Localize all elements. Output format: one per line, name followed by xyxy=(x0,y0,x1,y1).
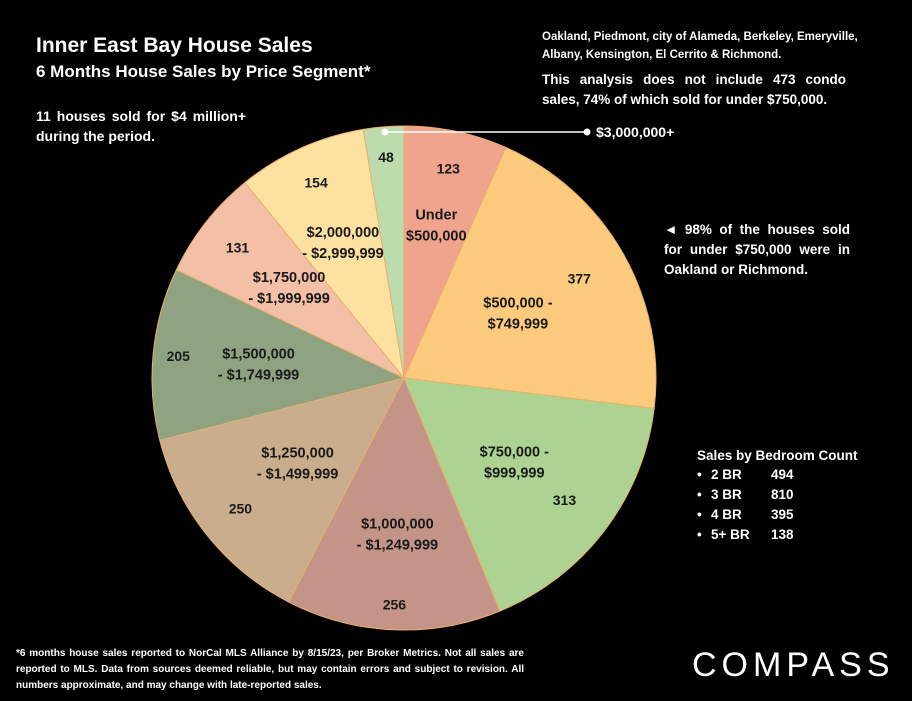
bedroom-value: 494 xyxy=(771,467,794,482)
bedroom-label: 2 BR xyxy=(711,467,742,482)
slice-category-label: $750,000 -$999,999 xyxy=(480,444,550,481)
slice-value-label: 313 xyxy=(553,492,577,508)
bedroom-label: 5+ BR xyxy=(711,527,750,542)
slice-category-label: $500,000 -$749,999 xyxy=(483,296,553,333)
bedroom-value: 138 xyxy=(771,527,794,542)
slice-category-label: $1,750,000- $1,999,999 xyxy=(248,270,329,307)
slice-value-label: 377 xyxy=(568,270,592,286)
bullet: • xyxy=(697,507,702,522)
condo-note: This analysis does not include 473 condo… xyxy=(542,72,846,107)
bedroom-value: 395 xyxy=(771,507,794,522)
pie-slice xyxy=(287,376,501,631)
slice-value-label: 205 xyxy=(167,348,191,364)
slice-value-label: 123 xyxy=(437,160,461,176)
callout-dot-end xyxy=(583,128,591,136)
slice-category-label: $1,500,000- $1,749,999 xyxy=(218,346,299,383)
bedroom-row: • 4 BR 395 xyxy=(697,505,858,525)
bedroom-label: 4 BR xyxy=(711,507,742,522)
luxury-sales-note: 11 houses sold for $4 million+ during th… xyxy=(36,108,246,144)
bedroom-heading: Sales by Bedroom Count xyxy=(697,448,858,463)
bedroom-count-box: Sales by Bedroom Count • 2 BR 494 • 3 BR… xyxy=(697,448,858,545)
bullet: • xyxy=(697,467,702,482)
pie-slice xyxy=(403,146,657,409)
footnote: *6 months house sales reported to NorCal… xyxy=(16,648,524,691)
slice-category-label: $1,250,000- $1,499,999 xyxy=(257,445,338,482)
callout-label: $3,000,000+ xyxy=(596,124,674,140)
pie-slice xyxy=(175,181,405,379)
slice-value-label: 256 xyxy=(383,597,407,613)
slice-value-label: 48 xyxy=(378,149,394,165)
bedroom-row: • 2 BR 494 xyxy=(697,465,858,485)
bedroom-row: • 5+ BR 138 xyxy=(697,525,858,545)
pie-slice xyxy=(244,128,405,380)
slice-value-label: 154 xyxy=(304,175,328,191)
chart-title: Inner East Bay House Sales xyxy=(36,34,313,57)
bedroom-label: 3 BR xyxy=(711,487,742,502)
pie-slice xyxy=(362,125,405,379)
bullet: • xyxy=(697,527,702,542)
slice-category-label: $1,000,000- $1,249,999 xyxy=(357,517,438,554)
bullet: • xyxy=(697,487,702,502)
compass-logo: COMPASS xyxy=(692,646,895,684)
slice-value-label: 131 xyxy=(226,239,250,255)
pie-slice xyxy=(151,269,406,441)
callout-dot-start xyxy=(381,128,389,136)
regions-note: Oakland, Piedmont, city of Alameda, Berk… xyxy=(542,31,858,61)
slice-category-label: Under $500,000 xyxy=(406,208,466,245)
slice-value-label: 250 xyxy=(229,500,253,516)
pie-slice xyxy=(159,377,405,603)
oakland-richmond-note: ◄ 98% of the houses sold for under $750,… xyxy=(664,222,850,277)
bedroom-value: 810 xyxy=(771,487,794,502)
pie-slice xyxy=(403,377,655,612)
slice-category-label: $2,000,000- $2,999,999 xyxy=(302,225,383,262)
chart-subtitle: 6 Months House Sales by Price Segment* xyxy=(36,62,371,81)
bedroom-row: • 3 BR 810 xyxy=(697,485,858,505)
